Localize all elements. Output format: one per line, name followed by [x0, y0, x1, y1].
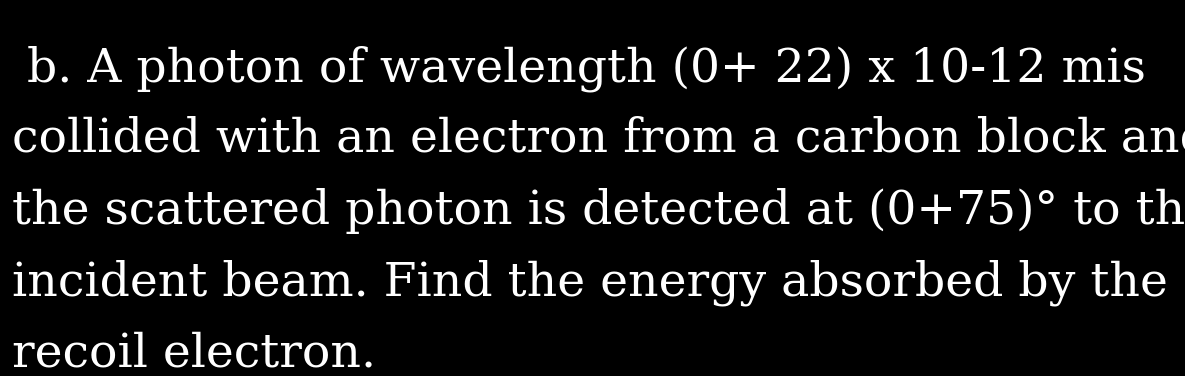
- Text: incident beam. Find the energy absorbed by the: incident beam. Find the energy absorbed …: [12, 259, 1167, 306]
- Text: b. A photon of wavelength (0+ 22) x 10-12 mis: b. A photon of wavelength (0+ 22) x 10-1…: [12, 45, 1146, 92]
- Text: collided with an electron from a carbon block and: collided with an electron from a carbon …: [12, 117, 1185, 162]
- Text: the scattered photon is detected at (0+75)° to the: the scattered photon is detected at (0+7…: [12, 188, 1185, 234]
- Text: recoil electron.: recoil electron.: [12, 331, 376, 376]
